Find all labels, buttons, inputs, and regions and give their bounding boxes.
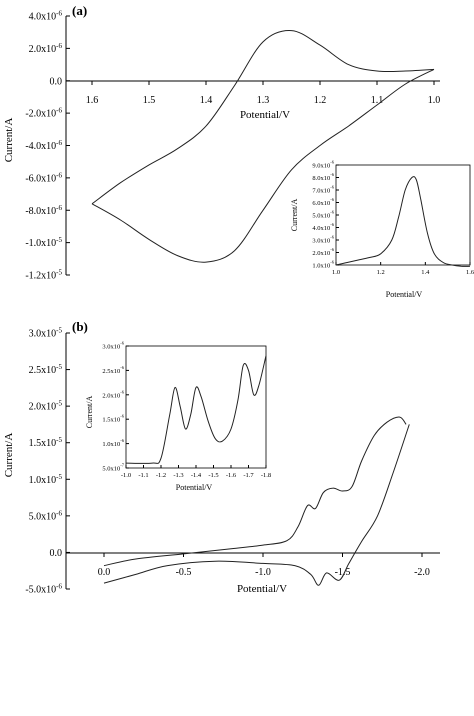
panel-b-y-tick-label: 1.5x10-5 [29,436,63,449]
panel-b-inset-x-tick-label: -1.6 [226,472,237,479]
panel-b-inset-series-line [125,355,267,464]
panel-a-inset-x-tick-label: 1.2 [377,269,385,276]
panel-b-inset-y-label: Current/A [85,396,94,429]
panel-b-y-tick-label: 0.0 [50,548,63,559]
panel-a-inset-x-tick-label: 1.6 [466,269,474,276]
panel-b-inset-x-tick-label: -1.0 [121,472,131,479]
panel-b-inset-y-tick-label: 2.5x10-6 [102,365,124,375]
panel-a-series-1-line [91,30,435,205]
panel-b-inset-x-label: Potential/V [176,483,213,492]
panel-a-x-tick-label: 1.5 [143,95,156,106]
panel-b-x-tick-label: -2.0 [414,567,430,578]
panel-a-inset-y-tick-label: 9.0x10-6 [312,160,334,170]
panel-a-inset-axes: 9.0x10-6 8.0x10-6 7.0x10-6 6.0x10-6 5.0x10-6… [312,160,474,277]
panel-a-inset-plot [335,176,471,267]
panel-b-inset-x-tick-label: -1.5 [208,472,218,479]
panel-b-inset-y-tick-label: 2.0x10-6 [102,389,124,399]
panel-a-y-tick-label: 2.0x10-6 [29,42,63,55]
panel-a-y-tick-label: -2.0x10-6 [25,107,62,120]
panel-b-y-axis-label: Current/A [3,433,15,478]
panel-a-y-tick-label: -4.0x10-6 [25,139,62,152]
panel-a-inset-x-tick-label: 1.0 [332,269,340,276]
panel-b-inset-axes: 3.0x10-6 2.5x10-6 2.0x10-6 1.5x10-6 1.0x10-6… [102,341,271,480]
panel-a-inset-y-tick-label: 2.0x10-6 [312,247,334,257]
panel-a-x-tick-label: 1.4 [200,95,213,106]
panel-a-series-2-line [91,68,435,263]
panel-a-inset-frame [335,164,471,266]
panel-a-inset-y-tick-label: 4.0x10-6 [312,222,334,232]
panel-b-chart: (b) 3.0x10-5 2.5x10-5 2.0x10-5 1.5x10-5 1.0x… [3,319,440,596]
panel-b-inset-y-tick-label: 3.0x10-6 [102,341,124,351]
panel-b-inset-plot [125,355,267,464]
panel-b-x-tick-label: -1.5 [335,567,351,578]
panel-a-main-plot [91,30,435,263]
panel-a-x-tick-label: 1.3 [257,95,270,106]
panel-a-inset-y-tick-label: 3.0x10-6 [312,235,334,245]
panel-a-y-axis-label: Current/A [3,118,15,163]
panel-a-x-axis-label: Potential/V [240,109,290,121]
panel-b-inset-x-tick-label: -1.2 [156,472,166,479]
panel-b-series-2-line [103,424,410,586]
panel-b-label: (b) [72,319,88,334]
panel-b-inset-x-tick-label: -1.3 [173,472,183,479]
panel-a-x-tick-label: 1.0 [428,95,441,106]
panel-a-inset-y-tick-label: 5.0x10-6 [312,210,334,220]
panel-a-inset-y-label: Current/A [290,199,299,232]
panel-a-inset-y-tick-label: 1.0x10-6 [312,260,334,270]
panel-a-y-tick-label: -1.0x10-5 [25,236,62,249]
panel-b-inset-y-tick-label: 1.0x10-6 [102,438,124,448]
panel-a-y-tick-label: -1.2x10-5 [25,269,62,282]
panel-b-main-axes: 3.0x10-5 2.5x10-5 2.0x10-5 1.5x10-5 1.0x10-5… [25,327,440,596]
panel-a-x-tick-label: 1.6 [86,95,99,106]
panel-b-inset-x-tick-label: -1.4 [191,472,202,479]
panel-a-main-axes: 4.0x10-6 2.0x10-6 0.0 -2.0x10-6 -4.0x10-6 -6.… [25,10,440,282]
panel-a-y-tick-label: 4.0x10-6 [29,10,63,23]
panel-a-x-tick-label: 1.1 [371,95,384,106]
panel-b-y-tick-label: 2.5x10-5 [29,363,63,376]
panel-b-series-1-line [103,416,407,567]
panel-b-inset-x-tick-label: -1.7 [243,472,254,479]
panel-b-inset-frame [125,345,267,469]
panel-a-inset-x-label: Potential/V [386,290,423,299]
panel-a-inset-y-tick-label: 8.0x10-6 [312,172,334,182]
panel-a-y-tick-label: -6.0x10-6 [25,171,62,184]
panel-b-inset-x-tick-label: -1.8 [261,472,271,479]
panel-a-x-tick-label: 1.2 [314,95,327,106]
panel-b-inset-y-tick-label: 5.0x10-7 [102,463,124,473]
panel-a-inset-y-tick-label: 7.0x10-6 [312,185,334,195]
panel-a-inset-y-tick-label: 6.0x10-6 [312,197,334,207]
panel-b-y-tick-label: -5.0x10-6 [25,583,62,596]
panel-b-y-tick-label: 2.0x10-5 [29,400,63,413]
panel-b-main-plot [103,416,410,586]
panel-b-y-tick-label: 1.0x10-5 [29,473,63,486]
panel-a-y-tick-label: -8.0x10-6 [25,204,62,217]
panel-b-x-axis-label: Potential/V [237,583,287,595]
panel-b-y-tick-label: 3.0x10-5 [29,327,63,340]
panel-a-inset-series-line [335,176,471,267]
panel-b-x-tick-label: -0.5 [176,567,192,578]
panel-b-inset-y-tick-label: 1.5x10-6 [102,414,124,424]
panel-b-x-tick-label: 0.0 [98,567,111,578]
panel-a-label: (a) [72,3,87,18]
panel-a-y-tick-label: 0.0 [50,76,63,87]
panel-b-x-tick-label: -1.0 [255,567,271,578]
panel-a-inset-x-tick-label: 1.4 [421,269,430,276]
panel-a-chart: (a) 4.0x10-6 2.0x10-6 0.0 -2.0x10-6 -4.0x10-… [3,3,474,299]
panel-b-y-tick-label: 5.0x10-6 [29,509,63,522]
panel-b-inset-x-tick-label: -1.1 [138,472,148,479]
